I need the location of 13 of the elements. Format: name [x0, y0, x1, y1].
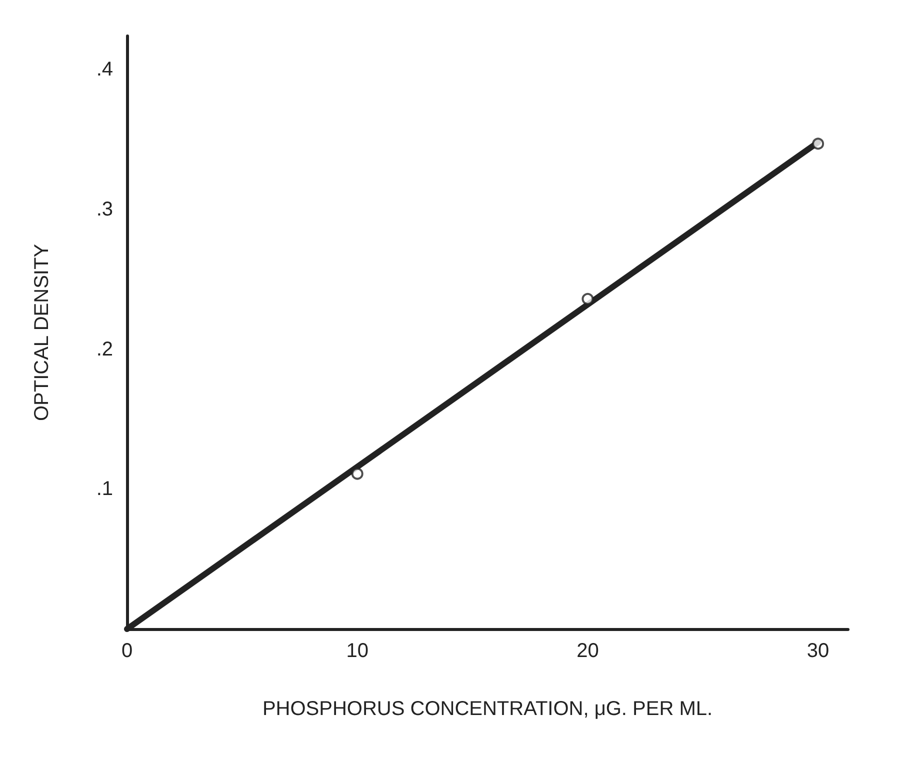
x-tick-label: 30	[806, 640, 830, 662]
x-tick-label: 0	[121, 640, 133, 662]
x-axis-title: PHOSPHORUS CONCENTRATION, μG. PER ML.	[262, 698, 713, 720]
point	[582, 292, 594, 305]
y-tick-label: .3	[96, 198, 113, 220]
point	[351, 468, 364, 480]
x-tick-label: 20	[576, 640, 599, 662]
y-axis-title: OPTICAL DENSITY	[31, 244, 53, 422]
y-tick-label: .1	[96, 478, 113, 500]
y-tick-label: .2	[96, 338, 113, 360]
point	[812, 138, 824, 150]
x-tick-label: 10	[346, 640, 368, 662]
y-tick-label: .4	[96, 58, 113, 81]
